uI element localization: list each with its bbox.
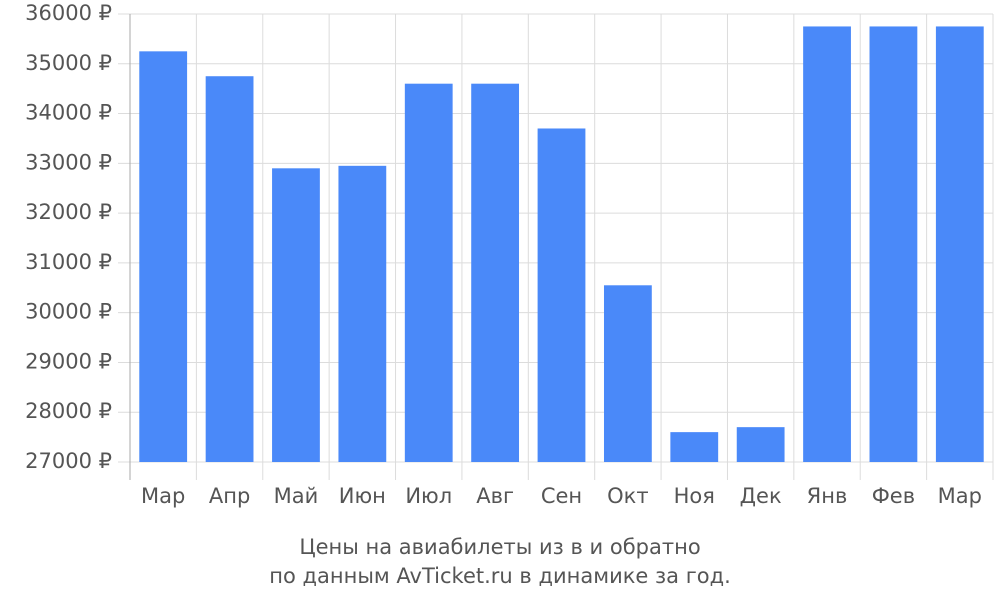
y-tick-label: 34000 ₽ <box>25 101 112 125</box>
y-tick-label: 29000 ₽ <box>25 349 112 373</box>
x-tick-label: Мар <box>938 484 982 508</box>
y-tick-label: 31000 ₽ <box>25 250 112 274</box>
x-tick-label: Июн <box>339 484 386 508</box>
y-tick-label: 33000 ₽ <box>25 150 112 174</box>
bar <box>736 427 785 462</box>
bar <box>869 26 918 462</box>
x-tick-label: Окт <box>607 484 648 508</box>
y-tick-label: 35000 ₽ <box>25 51 112 75</box>
y-tick-label: 32000 ₽ <box>25 200 112 224</box>
x-tick-label: Дек <box>740 484 782 508</box>
x-tick-label: Июл <box>405 484 452 508</box>
y-tick-label: 36000 ₽ <box>25 1 112 25</box>
y-tick-label: 27000 ₽ <box>25 449 112 473</box>
x-tick-label: Фев <box>872 484 915 508</box>
bar <box>205 76 254 462</box>
bar <box>338 165 387 463</box>
bar <box>139 51 188 462</box>
chart-subtitle: по данным AvTicket.ru в динамике за год. <box>269 564 731 588</box>
x-tick-label: Май <box>274 484 319 508</box>
bar <box>471 83 520 462</box>
y-tick-label: 28000 ₽ <box>25 399 112 423</box>
x-tick-label: Апр <box>209 484 250 508</box>
bar <box>603 285 652 462</box>
x-tick-label: Мар <box>141 484 185 508</box>
x-tick-label: Авг <box>476 484 514 508</box>
x-tick-label: Сен <box>541 484 582 508</box>
y-tick-label: 30000 ₽ <box>25 300 112 324</box>
bar <box>404 83 453 462</box>
chart-title: Цены на авиабилеты из в и обратно <box>299 535 700 559</box>
x-tick-label: Ноя <box>674 484 715 508</box>
x-tick-label: Янв <box>807 484 848 508</box>
bar <box>935 26 984 462</box>
bar <box>272 168 320 463</box>
bar <box>803 26 851 462</box>
bar <box>537 128 586 462</box>
bar <box>670 432 719 462</box>
